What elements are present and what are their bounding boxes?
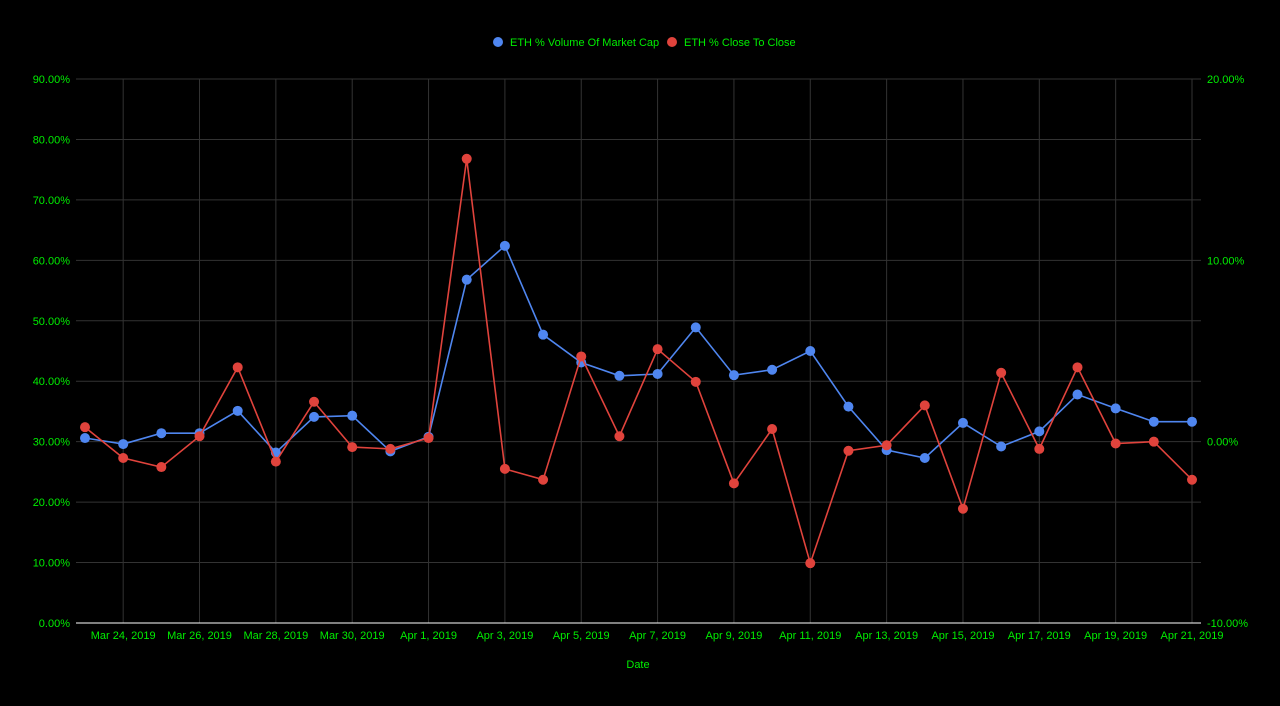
- series-line: [84, 158, 1193, 566]
- legend-swatch: [493, 37, 503, 47]
- data-point[interactable]: [1187, 416, 1197, 427]
- y-left-tick-label: 60.00%: [33, 255, 71, 267]
- legend-label: ETH % Close To Close: [684, 37, 796, 49]
- x-tick-label: Apr 1, 2019: [400, 630, 457, 642]
- legend-item-1[interactable]: ETH % Volume Of Market Cap: [493, 37, 659, 49]
- y-right-tick-label: 10.00%: [1207, 255, 1245, 267]
- data-point[interactable]: [118, 452, 129, 463]
- data-point[interactable]: [767, 364, 778, 375]
- data-point[interactable]: [423, 433, 434, 444]
- data-point[interactable]: [957, 417, 968, 428]
- axes: 0.00% 10.00% 20.00% 30.00% 40.00% 50.00% 60.00…: [33, 74, 1249, 642]
- data-point[interactable]: [232, 405, 243, 416]
- data-point[interactable]: [1110, 438, 1121, 449]
- x-tick-label: Mar 24, 2019: [91, 630, 156, 642]
- data-point[interactable]: [1034, 443, 1045, 454]
- x-tick-label: Apr 5, 2019: [553, 630, 610, 642]
- data-point[interactable]: [614, 370, 625, 381]
- y-left-tick-label: 80.00%: [33, 134, 71, 146]
- x-tick-label: Apr 17, 2019: [1008, 630, 1071, 642]
- data-point[interactable]: [881, 440, 892, 451]
- data-point[interactable]: [309, 411, 320, 422]
- data-point[interactable]: [728, 370, 739, 381]
- x-tick-label: Apr 11, 2019: [779, 630, 841, 642]
- y-right-tick-label: 20.00%: [1207, 74, 1245, 86]
- data-point[interactable]: [194, 431, 205, 442]
- y-right-tick-label: -10.00%: [1207, 618, 1248, 630]
- data-point[interactable]: [156, 428, 167, 439]
- y-left-tick-label: 10.00%: [33, 558, 71, 570]
- data-point[interactable]: [1110, 403, 1121, 414]
- y-left-tick-label: 90.00%: [33, 74, 71, 86]
- data-point[interactable]: [652, 344, 663, 355]
- data-point[interactable]: [767, 423, 778, 434]
- x-axis-title: Date: [626, 659, 649, 671]
- series-1: [80, 240, 1197, 463]
- data-point[interactable]: [1187, 474, 1197, 485]
- data-point[interactable]: [996, 441, 1007, 452]
- series-layer: [80, 153, 1197, 569]
- data-point[interactable]: [614, 431, 625, 442]
- legend-swatch: [667, 37, 677, 47]
- x-tick-label: Apr 21, 2019: [1161, 630, 1224, 642]
- data-point[interactable]: [957, 503, 968, 514]
- y-left-tick-label: 40.00%: [33, 376, 71, 388]
- data-point[interactable]: [843, 445, 854, 456]
- x-tick-label: Apr 13, 2019: [855, 630, 918, 642]
- data-point[interactable]: [538, 474, 549, 485]
- data-point[interactable]: [1072, 389, 1083, 400]
- y-left-tick-label: 30.00%: [33, 437, 71, 449]
- x-tick-label: Mar 28, 2019: [243, 630, 308, 642]
- data-point[interactable]: [690, 376, 701, 387]
- y-right-tick-label: 0.00%: [1207, 437, 1238, 449]
- data-point[interactable]: [1148, 416, 1159, 427]
- data-point[interactable]: [156, 462, 167, 473]
- data-point[interactable]: [690, 322, 701, 333]
- data-point[interactable]: [805, 558, 816, 569]
- data-point[interactable]: [919, 452, 930, 463]
- y-left-tick-label: 20.00%: [33, 497, 71, 509]
- data-point[interactable]: [576, 351, 587, 362]
- gridlines: [76, 78, 1201, 623]
- data-point[interactable]: [461, 153, 472, 164]
- legend-label: ETH % Volume Of Market Cap: [510, 37, 659, 49]
- data-point[interactable]: [347, 442, 358, 453]
- series-2: [80, 153, 1197, 569]
- x-tick-label: Apr 15, 2019: [931, 630, 994, 642]
- data-point[interactable]: [538, 329, 549, 340]
- data-point[interactable]: [461, 274, 472, 285]
- data-point[interactable]: [652, 368, 663, 379]
- data-point[interactable]: [1072, 362, 1083, 373]
- legend[interactable]: ETH % Volume Of Market Cap ETH % Close To…: [493, 37, 796, 49]
- x-tick-label: Mar 26, 2019: [167, 630, 232, 642]
- data-point[interactable]: [805, 346, 816, 356]
- data-point[interactable]: [309, 396, 320, 407]
- y-left-tick-label: 70.00%: [33, 195, 71, 207]
- x-tick-label: Mar 30, 2019: [320, 630, 385, 642]
- data-point[interactable]: [843, 401, 854, 412]
- data-point[interactable]: [270, 456, 281, 467]
- x-tick-label: Apr 7, 2019: [629, 630, 686, 642]
- data-point[interactable]: [499, 240, 510, 251]
- data-point[interactable]: [347, 410, 358, 421]
- data-point[interactable]: [232, 362, 243, 373]
- data-point[interactable]: [996, 367, 1007, 378]
- data-point[interactable]: [1148, 436, 1159, 447]
- x-tick-label: Apr 9, 2019: [705, 630, 762, 642]
- data-point[interactable]: [80, 422, 90, 433]
- x-tick-label: Apr 3, 2019: [476, 630, 533, 642]
- data-point[interactable]: [1034, 426, 1045, 437]
- data-point[interactable]: [499, 463, 510, 474]
- data-point[interactable]: [385, 443, 396, 454]
- data-point[interactable]: [118, 439, 129, 450]
- y-left-tick-label: 0.00%: [39, 618, 70, 630]
- data-point[interactable]: [80, 433, 90, 444]
- y-left-tick-label: 50.00%: [33, 316, 71, 328]
- data-point[interactable]: [728, 478, 739, 489]
- legend-item-2[interactable]: ETH % Close To Close: [667, 37, 796, 49]
- data-point[interactable]: [919, 400, 930, 411]
- x-tick-label: Apr 19, 2019: [1084, 630, 1147, 642]
